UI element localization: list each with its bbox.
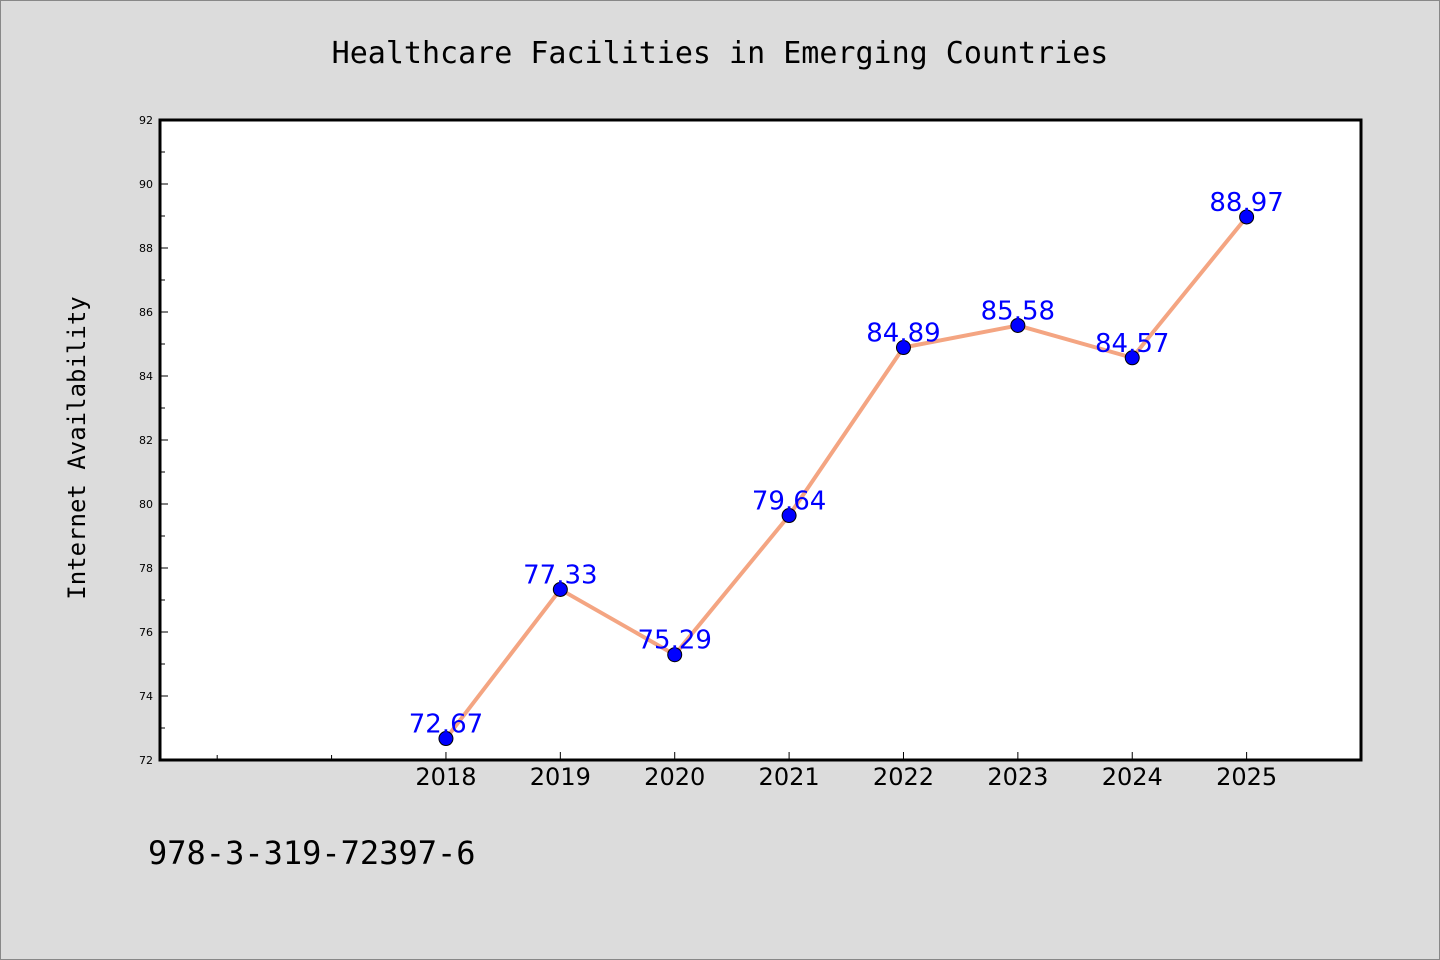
x-tick-label: 2023 (987, 763, 1048, 791)
y-tick-label: 84 (139, 370, 153, 383)
data-label: 84.57 (1095, 329, 1169, 359)
data-label: 77.33 (523, 560, 597, 590)
x-tick-label: 2021 (759, 763, 820, 791)
series-line (443, 214, 1249, 741)
y-tick-label: 90 (139, 178, 153, 191)
x-tick-label: 2020 (644, 763, 705, 791)
x-tick-label: 2018 (415, 763, 476, 791)
data-label: 72.67 (409, 710, 483, 740)
x-tick-label: 2024 (1102, 763, 1163, 791)
x-tick-label: 2025 (1216, 763, 1277, 791)
y-tick-label: 82 (139, 434, 153, 447)
data-point-marker (438, 731, 454, 747)
series-group: 72.67 77.33 75.29 79.64 84.89 85.58 84.57 88.97 (409, 188, 1284, 747)
data-point-marker (781, 508, 797, 524)
data-point-marker (1010, 317, 1026, 333)
x-axis: 2018 2019 2020 2021 2022 2023 2024 2025 (216, 752, 1277, 791)
y-tick-label: 78 (139, 562, 153, 575)
x-tick-label: 2022 (873, 763, 934, 791)
data-point-marker (667, 647, 683, 663)
x-tick-label: 2019 (530, 763, 591, 791)
y-tick-label: 74 (139, 690, 153, 703)
data-label: 88.97 (1209, 188, 1283, 218)
data-point-marker (1239, 209, 1255, 225)
data-point-marker (552, 581, 568, 597)
y-tick-label: 80 (139, 498, 153, 511)
chart-title: Healthcare Facilities in Emerging Countr… (332, 36, 1109, 71)
plot-area (158, 118, 1363, 762)
data-point-marker (895, 340, 911, 356)
y-axis: 72 74 76 78 80 82 84 86 88 90 92 (139, 114, 168, 767)
footer-code: 978-3-319-72397-6 (148, 834, 476, 872)
data-point-marker (1124, 350, 1140, 366)
data-label: 75.29 (637, 626, 711, 656)
data-label: 84.89 (866, 319, 940, 349)
y-tick-label: 72 (139, 754, 153, 767)
y-tick-label: 76 (139, 626, 153, 639)
y-axis-label: Internet Availability (63, 296, 91, 599)
y-tick-label: 86 (139, 306, 153, 319)
y-tick-label: 88 (139, 242, 153, 255)
y-tick-label: 92 (139, 114, 153, 127)
data-label: 85.58 (981, 296, 1055, 326)
data-label: 79.64 (752, 487, 826, 517)
